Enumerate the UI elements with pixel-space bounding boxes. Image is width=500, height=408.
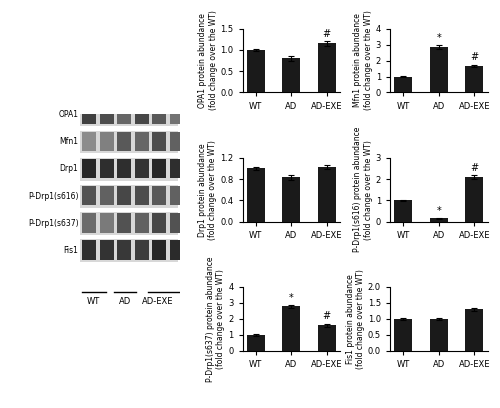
FancyBboxPatch shape [100,105,114,124]
FancyBboxPatch shape [134,186,148,206]
FancyBboxPatch shape [152,240,166,259]
Bar [318,325,336,351]
FancyBboxPatch shape [152,105,166,124]
Bar [430,219,448,222]
Bar [80,158,178,181]
FancyBboxPatch shape [134,213,148,233]
Bar [318,44,336,93]
Text: AD: AD [119,297,131,306]
FancyBboxPatch shape [170,213,183,233]
Text: Mfn1: Mfn1 [60,137,78,146]
FancyBboxPatch shape [82,213,96,233]
Bar [247,50,264,93]
FancyBboxPatch shape [170,240,183,259]
Text: Fis1: Fis1 [64,246,78,255]
FancyBboxPatch shape [134,132,148,151]
FancyBboxPatch shape [82,132,96,151]
FancyBboxPatch shape [170,132,183,151]
Bar [282,58,300,93]
FancyBboxPatch shape [152,159,166,178]
Bar [80,185,178,208]
FancyBboxPatch shape [134,240,148,259]
FancyBboxPatch shape [82,240,96,259]
Y-axis label: P-Drp1(s637) protein abundance
(fold change over the WT): P-Drp1(s637) protein abundance (fold cha… [206,256,226,381]
Text: #: # [322,29,331,39]
Y-axis label: P-Drp1(s616) protein abundance
(fold change over the WT): P-Drp1(s616) protein abundance (fold cha… [354,127,373,253]
Text: #: # [470,52,478,62]
Text: Drp1: Drp1 [60,164,78,173]
FancyBboxPatch shape [152,186,166,206]
Bar [466,66,483,93]
FancyBboxPatch shape [152,213,166,233]
FancyBboxPatch shape [170,186,183,206]
Text: P-Drp1(s616): P-Drp1(s616) [28,192,78,201]
Text: #: # [322,311,331,322]
Bar [247,335,264,351]
FancyBboxPatch shape [117,132,131,151]
Y-axis label: Drp1 protein abundance
(fold change over the WT): Drp1 protein abundance (fold change over… [198,140,218,239]
FancyBboxPatch shape [100,213,114,233]
Bar [430,319,448,351]
Y-axis label: Mfn1 protein abundance
(fold change over the WT): Mfn1 protein abundance (fold change over… [354,11,373,111]
Text: *: * [436,206,441,215]
Text: #: # [470,163,478,173]
Bar [430,47,448,93]
Y-axis label: Fis1 protein abundance
(fold change over the WT): Fis1 protein abundance (fold change over… [346,269,365,369]
FancyBboxPatch shape [82,186,96,206]
Bar [318,167,336,222]
Bar [80,131,178,153]
FancyBboxPatch shape [100,240,114,259]
Bar [394,200,412,222]
Bar [466,177,483,222]
FancyBboxPatch shape [82,159,96,178]
Text: *: * [436,33,441,43]
FancyBboxPatch shape [134,159,148,178]
Bar [247,169,264,222]
Bar [394,77,412,93]
Text: P-Drp1(s637): P-Drp1(s637) [28,219,78,228]
Bar [80,104,178,126]
Bar [466,309,483,351]
FancyBboxPatch shape [152,132,166,151]
FancyBboxPatch shape [117,159,131,178]
Text: OPA1: OPA1 [58,110,78,119]
Bar [80,239,178,262]
FancyBboxPatch shape [100,132,114,151]
Bar [80,212,178,235]
Bar [394,319,412,351]
FancyBboxPatch shape [82,105,96,124]
FancyBboxPatch shape [117,240,131,259]
Y-axis label: OPA1 protein abundance
(fold change over the WT): OPA1 protein abundance (fold change over… [198,11,218,111]
FancyBboxPatch shape [117,213,131,233]
Text: *: * [289,293,294,303]
FancyBboxPatch shape [134,105,148,124]
FancyBboxPatch shape [170,159,183,178]
FancyBboxPatch shape [117,105,131,124]
Bar [282,177,300,222]
Text: AD-EXE: AD-EXE [142,297,174,306]
FancyBboxPatch shape [117,186,131,206]
FancyBboxPatch shape [100,159,114,178]
Bar [282,306,300,351]
FancyBboxPatch shape [170,105,183,124]
FancyBboxPatch shape [100,186,114,206]
Text: WT: WT [87,297,100,306]
